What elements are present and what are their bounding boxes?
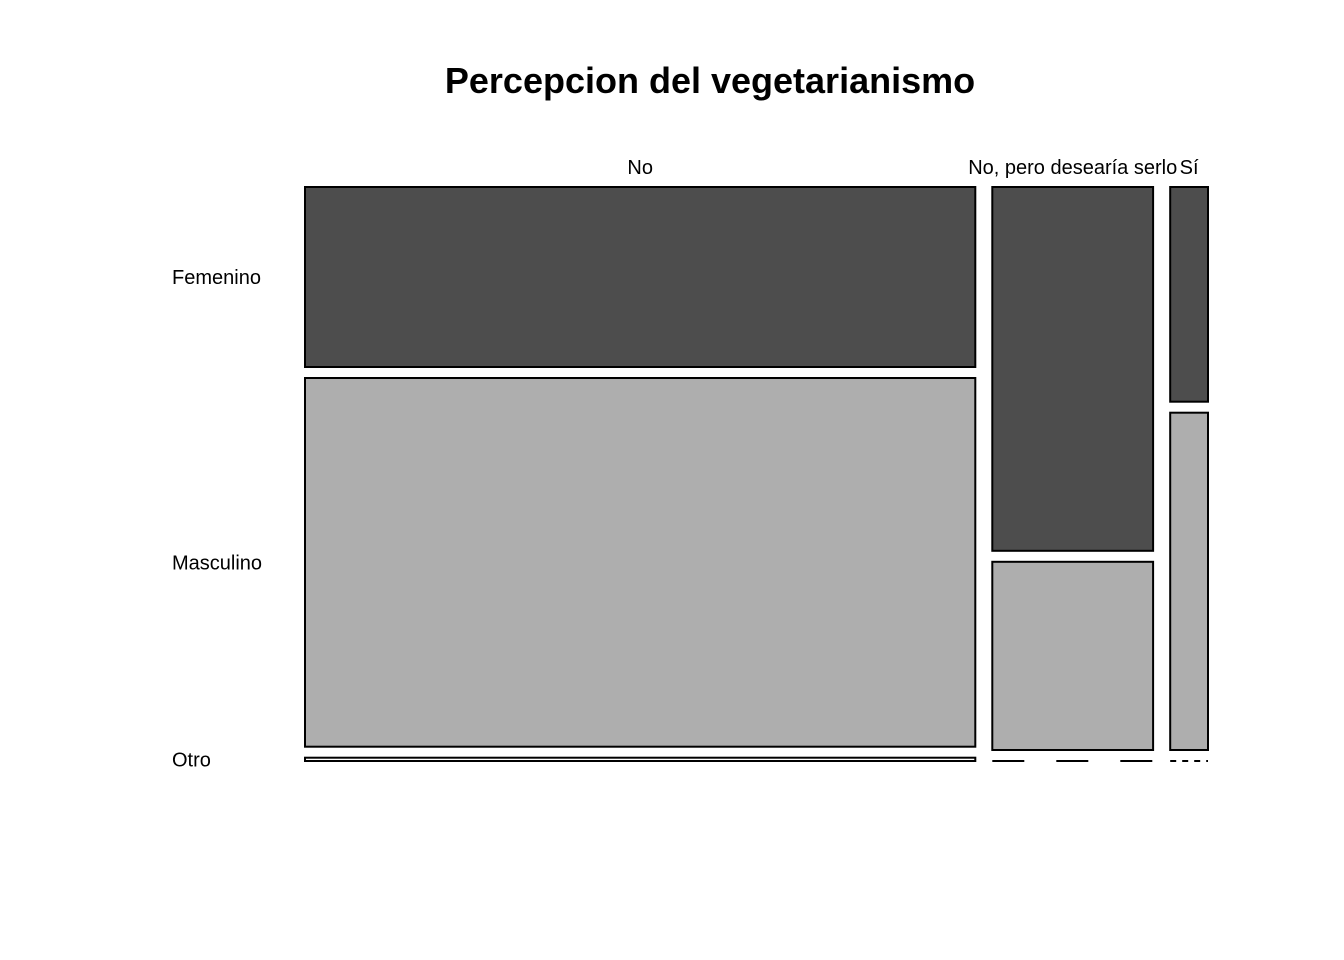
mosaic-tile [991, 560, 1155, 751]
mosaic-tile [1169, 186, 1209, 403]
column-label: No [627, 157, 653, 179]
row-label: Femenino [172, 267, 261, 289]
chart-title: Percepcion del vegetarianismo [445, 60, 975, 101]
column-label: Sí [1180, 157, 1199, 179]
mosaic-tile [304, 756, 977, 763]
row-label: Otro [172, 749, 211, 771]
mosaic-tile [304, 186, 977, 368]
mosaic-tile [1169, 411, 1209, 751]
row-label: Masculino [172, 552, 262, 574]
mosaic-tile [991, 186, 1155, 552]
mosaic-tile [304, 377, 977, 748]
column-label: No, pero desearía serlo [968, 157, 1177, 179]
